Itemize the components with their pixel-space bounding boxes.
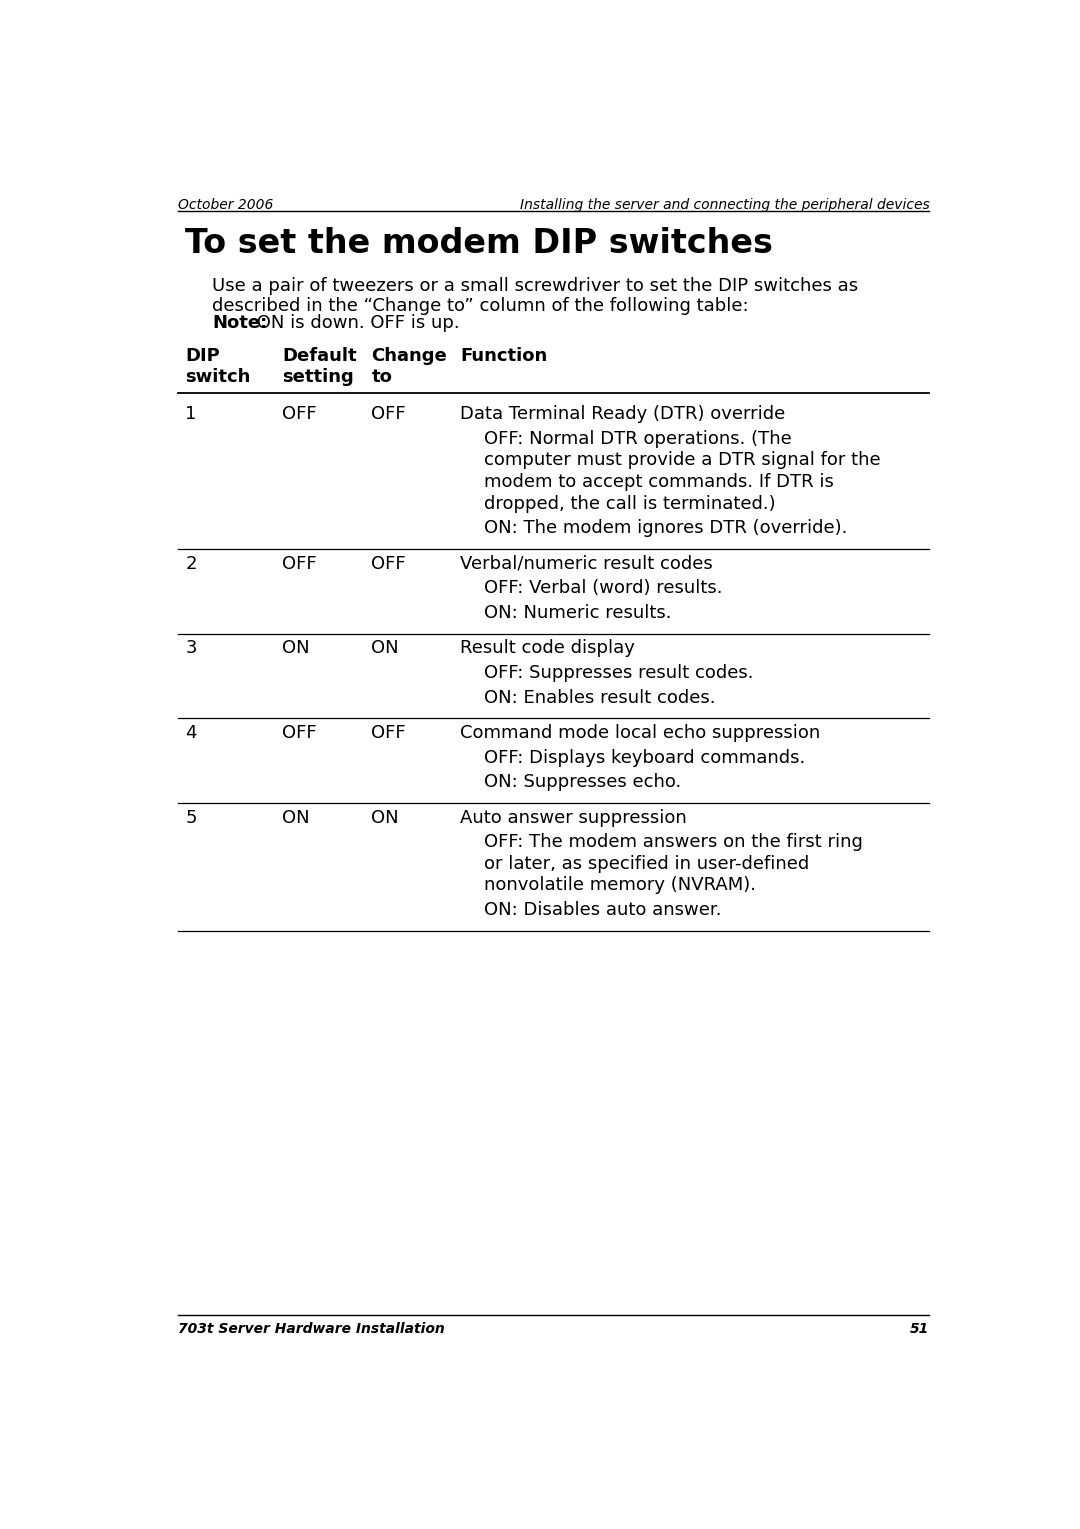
Text: Default: Default <box>282 347 356 365</box>
Text: Command mode local echo suppression: Command mode local echo suppression <box>460 725 821 742</box>
Text: or later, as specified in user-defined: or later, as specified in user-defined <box>484 855 809 873</box>
Text: 1: 1 <box>186 405 197 424</box>
Text: dropped, the call is terminated.): dropped, the call is terminated.) <box>484 494 775 512</box>
Text: OFF: OFF <box>372 555 406 573</box>
Text: OFF: OFF <box>282 555 316 573</box>
Text: OFF: OFF <box>372 405 406 424</box>
Text: Data Terminal Ready (DTR) override: Data Terminal Ready (DTR) override <box>460 405 786 424</box>
Text: setting: setting <box>282 368 354 387</box>
Text: computer must provide a DTR signal for the: computer must provide a DTR signal for t… <box>484 451 880 469</box>
Text: OFF: Normal DTR operations. (The: OFF: Normal DTR operations. (The <box>484 430 792 448</box>
Text: Installing the server and connecting the peripheral devices: Installing the server and connecting the… <box>519 199 930 213</box>
Text: ON: The modem ignores DTR (override).: ON: The modem ignores DTR (override). <box>484 520 847 537</box>
Text: 2: 2 <box>186 555 197 573</box>
Text: OFF: Verbal (word) results.: OFF: Verbal (word) results. <box>484 579 723 598</box>
Text: modem to accept commands. If DTR is: modem to accept commands. If DTR is <box>484 472 834 491</box>
Text: 51: 51 <box>910 1323 930 1336</box>
Text: OFF: Suppresses result codes.: OFF: Suppresses result codes. <box>484 664 753 682</box>
Text: ON: ON <box>372 809 399 827</box>
Text: ON: Suppresses echo.: ON: Suppresses echo. <box>484 774 681 792</box>
Text: Note:: Note: <box>213 313 268 332</box>
Text: 4: 4 <box>186 725 197 742</box>
Text: ON is down. OFF is up.: ON is down. OFF is up. <box>252 313 460 332</box>
Text: ON: ON <box>282 809 310 827</box>
Text: Function: Function <box>460 347 548 365</box>
Text: ON: Numeric results.: ON: Numeric results. <box>484 604 672 622</box>
Text: nonvolatile memory (NVRAM).: nonvolatile memory (NVRAM). <box>484 876 756 894</box>
Text: Use a pair of tweezers or a small screwdriver to set the DIP switches as
describ: Use a pair of tweezers or a small screwd… <box>213 277 859 315</box>
Text: switch: switch <box>186 368 251 387</box>
Text: OFF: OFF <box>282 405 316 424</box>
Text: ON: ON <box>372 639 399 657</box>
Text: DIP: DIP <box>186 347 220 365</box>
Text: OFF: OFF <box>372 725 406 742</box>
Text: 703t Server Hardware Installation: 703t Server Hardware Installation <box>177 1323 444 1336</box>
Text: Auto answer suppression: Auto answer suppression <box>460 809 687 827</box>
Text: to: to <box>372 368 392 387</box>
Text: October 2006: October 2006 <box>177 199 273 213</box>
Text: Result code display: Result code display <box>460 639 635 657</box>
Text: Verbal/numeric result codes: Verbal/numeric result codes <box>460 555 713 573</box>
Text: OFF: The modem answers on the first ring: OFF: The modem answers on the first ring <box>484 833 863 852</box>
Text: OFF: Displays keyboard commands.: OFF: Displays keyboard commands. <box>484 749 805 766</box>
Text: OFF: OFF <box>282 725 316 742</box>
Text: ON: Enables result codes.: ON: Enables result codes. <box>484 688 715 706</box>
Text: 3: 3 <box>186 639 197 657</box>
Text: To set the modem DIP switches: To set the modem DIP switches <box>186 228 773 260</box>
Text: ON: ON <box>282 639 310 657</box>
Text: Change: Change <box>372 347 447 365</box>
Text: 5: 5 <box>186 809 197 827</box>
Text: ON: Disables auto answer.: ON: Disables auto answer. <box>484 901 721 919</box>
